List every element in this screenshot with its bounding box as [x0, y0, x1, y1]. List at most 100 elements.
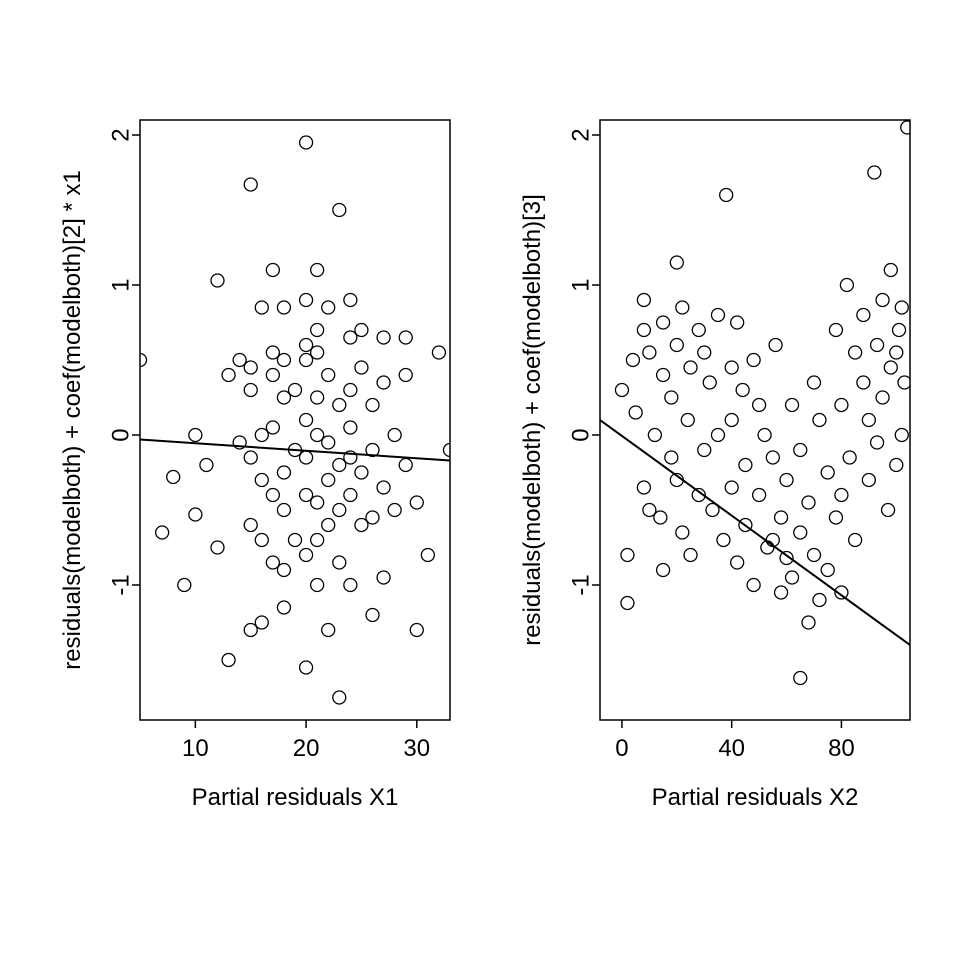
data-point	[813, 414, 826, 427]
data-point	[835, 399, 848, 412]
data-point	[711, 429, 724, 442]
data-point	[277, 564, 290, 577]
data-point	[244, 624, 257, 637]
data-point	[355, 466, 368, 479]
chart-container: 102030-1012Partial residuals X1residuals…	[0, 0, 960, 960]
data-point	[344, 489, 357, 502]
plot-box	[600, 120, 910, 720]
data-point	[794, 526, 807, 539]
y-tick-label: 1	[107, 278, 134, 291]
data-point	[890, 346, 903, 359]
data-point	[871, 339, 884, 352]
data-point	[344, 384, 357, 397]
data-point	[255, 301, 268, 314]
data-point	[665, 451, 678, 464]
data-point	[333, 204, 346, 217]
data-point	[898, 376, 911, 389]
data-point	[684, 361, 697, 374]
data-point	[829, 511, 842, 524]
data-point	[775, 511, 788, 524]
data-point	[322, 301, 335, 314]
data-point	[621, 549, 634, 562]
data-point	[843, 451, 856, 464]
data-point	[410, 496, 423, 509]
data-point	[868, 166, 881, 179]
data-point	[835, 489, 848, 502]
data-point	[388, 504, 401, 517]
data-point	[857, 309, 870, 322]
data-point	[802, 496, 815, 509]
data-point	[670, 339, 683, 352]
data-point	[849, 534, 862, 547]
data-point	[377, 376, 390, 389]
data-point	[884, 361, 897, 374]
data-point	[266, 346, 279, 359]
data-point	[333, 399, 346, 412]
data-point	[244, 519, 257, 532]
y-tick-label: -1	[107, 574, 134, 595]
x-axis-label: Partial residuals X1	[192, 784, 399, 811]
data-point	[849, 346, 862, 359]
data-point	[753, 399, 766, 412]
data-point	[277, 301, 290, 314]
data-point	[289, 384, 302, 397]
data-point	[300, 294, 313, 307]
data-point	[189, 429, 202, 442]
x-tick-label: 0	[615, 735, 628, 762]
data-point	[813, 594, 826, 607]
data-point	[615, 384, 628, 397]
data-point	[684, 549, 697, 562]
data-point	[366, 609, 379, 622]
data-point	[189, 508, 202, 521]
data-point	[244, 361, 257, 374]
data-point	[857, 376, 870, 389]
data-point	[657, 316, 670, 329]
data-point	[766, 451, 779, 464]
data-point	[244, 384, 257, 397]
data-point	[266, 264, 279, 277]
data-point	[300, 549, 313, 562]
data-point	[794, 672, 807, 685]
data-point	[829, 324, 842, 337]
data-point	[753, 489, 766, 502]
data-point	[277, 601, 290, 614]
data-point	[717, 534, 730, 547]
data-point	[731, 556, 744, 569]
y-tick-label: -1	[567, 574, 594, 595]
data-point	[739, 459, 752, 472]
data-point	[355, 324, 368, 337]
data-point	[643, 346, 656, 359]
data-point	[862, 474, 875, 487]
data-point	[255, 534, 268, 547]
data-point	[222, 369, 235, 382]
data-point	[388, 429, 401, 442]
data-point	[311, 346, 324, 359]
data-point	[322, 474, 335, 487]
data-point	[277, 391, 290, 404]
data-point	[300, 414, 313, 427]
data-point	[244, 451, 257, 464]
y-axis-label: residuals(modelboth) + coef(modelboth)[3…	[519, 194, 546, 646]
data-point	[178, 579, 191, 592]
data-point	[731, 316, 744, 329]
data-point	[311, 264, 324, 277]
data-point	[255, 616, 268, 629]
data-point	[621, 597, 634, 610]
data-point	[637, 324, 650, 337]
data-point	[862, 414, 875, 427]
data-point	[725, 481, 738, 494]
x-tick-label: 40	[718, 735, 745, 762]
data-point	[377, 481, 390, 494]
data-point	[366, 511, 379, 524]
data-point	[821, 564, 834, 577]
data-point	[871, 436, 884, 449]
data-point	[876, 294, 889, 307]
data-point	[333, 691, 346, 704]
data-point	[311, 496, 324, 509]
data-point	[681, 414, 694, 427]
data-point	[876, 391, 889, 404]
data-point	[211, 541, 224, 554]
data-point	[355, 519, 368, 532]
data-point	[703, 376, 716, 389]
data-point	[333, 459, 346, 472]
